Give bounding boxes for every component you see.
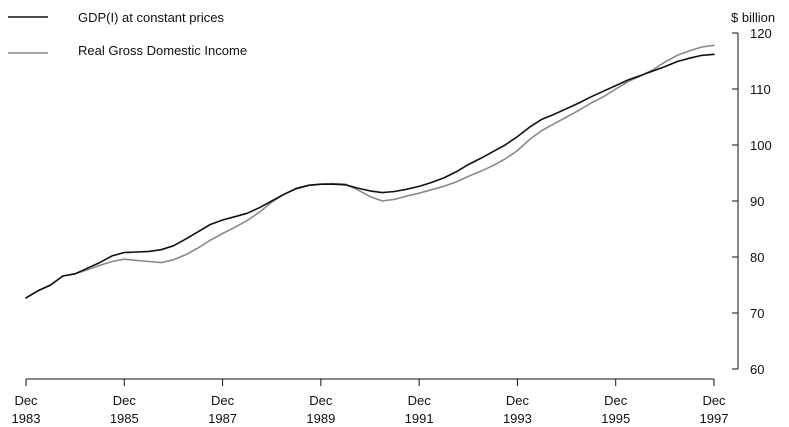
x-tick-label-month: Dec bbox=[309, 393, 333, 408]
y-tick-label: 110 bbox=[750, 82, 771, 97]
series-line-1 bbox=[25, 44, 715, 299]
y-tick-label: 70 bbox=[750, 306, 764, 321]
x-tick-label-year: 1995 bbox=[601, 411, 630, 426]
x-tick-label-month: Dec bbox=[408, 393, 432, 408]
x-tick-label-year: 1993 bbox=[503, 411, 532, 426]
y-tick-label: 90 bbox=[750, 194, 764, 209]
x-tick-label-year: 1997 bbox=[700, 411, 729, 426]
x-tick-label-month: Dec bbox=[604, 393, 628, 408]
x-tick-label-year: 1983 bbox=[12, 411, 41, 426]
x-tick-label-year: 1989 bbox=[306, 411, 335, 426]
x-tick-label-year: 1987 bbox=[208, 411, 237, 426]
series-layer bbox=[25, 44, 715, 299]
y-tick-label: 60 bbox=[750, 362, 764, 377]
y-tick-label: 100 bbox=[750, 138, 772, 153]
x-tick-label-month: Dec bbox=[702, 393, 726, 408]
x-tick-label-year: 1991 bbox=[405, 411, 434, 426]
legend-label-gdp: GDP(I) at constant prices bbox=[78, 10, 224, 25]
x-tick-label-year: 1985 bbox=[110, 411, 139, 426]
legend-label-rgdi: Real Gross Domestic Income bbox=[78, 43, 247, 58]
y-tick-label: 120 bbox=[750, 26, 772, 41]
x-tick-label-month: Dec bbox=[14, 393, 38, 408]
x-tick-label-month: Dec bbox=[113, 393, 137, 408]
x-axis-ticks: Dec 1983 Dec 1985 Dec 1987 Dec 1989 Dec 1991 Dec 19… bbox=[12, 379, 729, 426]
y-tick-label: 80 bbox=[750, 250, 764, 265]
series-line-0 bbox=[25, 53, 715, 299]
y-axis-ticks: 60 70 80 90 100 110 120 bbox=[732, 26, 772, 377]
y-axis-label: $ billion bbox=[731, 10, 775, 25]
x-tick-label-month: Dec bbox=[211, 393, 235, 408]
legend: GDP(I) at constant prices Real Gross Dom… bbox=[8, 10, 247, 58]
x-tick-label-month: Dec bbox=[506, 393, 530, 408]
